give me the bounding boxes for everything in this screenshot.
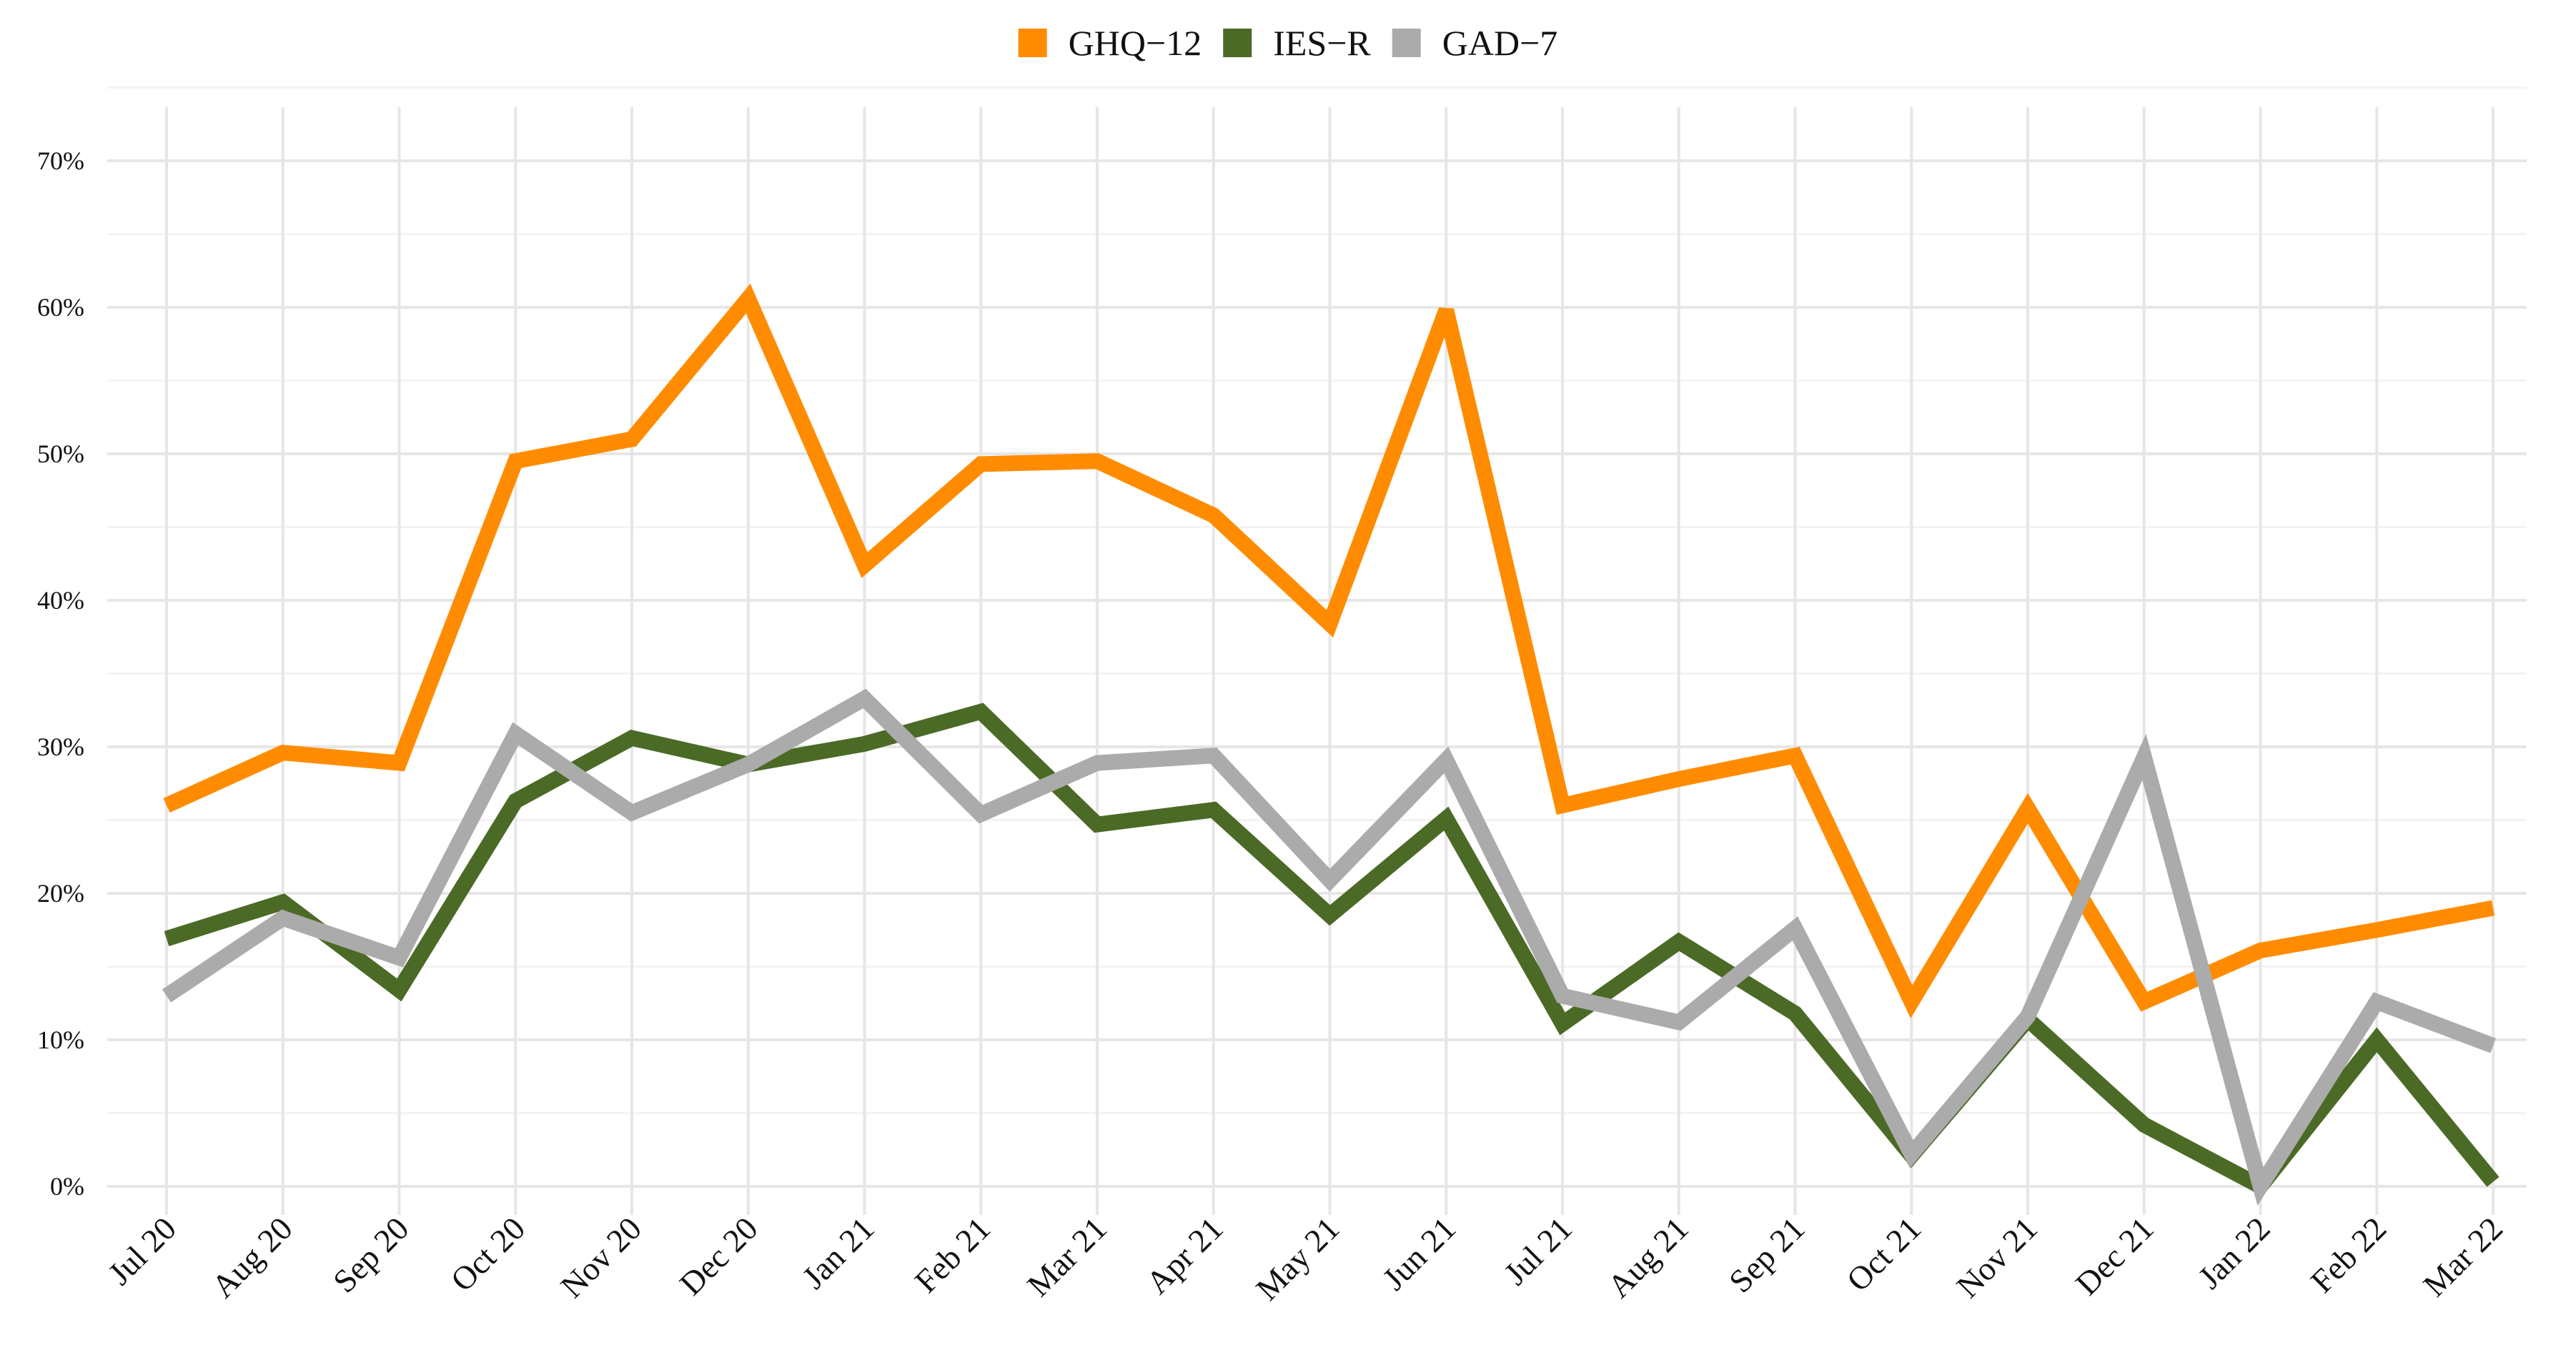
- x-tick-label: Jul 20: [101, 1210, 183, 1292]
- x-tick-label: Sep 20: [326, 1210, 416, 1300]
- y-tick-label: 70%: [37, 147, 84, 175]
- x-tick-label: Feb 21: [908, 1210, 998, 1300]
- y-tick-label: 50%: [37, 440, 84, 468]
- x-tick-label: Nov 20: [553, 1210, 648, 1305]
- y-tick-label: 0%: [50, 1172, 84, 1201]
- y-axis-tick-labels: 0% 10% 20% 30% 40% 50% 60% 70%: [37, 147, 84, 1201]
- y-tick-label: 60%: [37, 293, 84, 322]
- legend-swatch: [1392, 29, 1421, 57]
- x-tick-label: Nov 21: [1949, 1210, 2044, 1305]
- legend-label: GAD−7: [1442, 23, 1558, 63]
- x-tick-label: Jan 22: [2191, 1210, 2277, 1296]
- legend-label: IES−R: [1273, 23, 1371, 63]
- x-tick-label: Sep 21: [1722, 1210, 1812, 1300]
- series-lines: [162, 283, 2500, 1206]
- x-tick-label: Aug 20: [204, 1210, 299, 1305]
- x-axis-tick-labels: Jul 20 Aug 20 Sep 20 Oct 20 Nov 20 Dec 20 Jan …: [101, 1210, 2510, 1307]
- x-tick-label: Oct 20: [444, 1210, 532, 1299]
- x-tick-label: Dec 21: [2069, 1210, 2161, 1302]
- x-tick-label: Dec 20: [673, 1210, 765, 1302]
- y-tick-label: 10%: [37, 1026, 84, 1054]
- grid-major: [107, 107, 2527, 1215]
- y-tick-label: 40%: [37, 586, 84, 615]
- x-tick-label: Aug 21: [1600, 1210, 1695, 1305]
- y-tick-label: 20%: [37, 879, 84, 908]
- x-tick-label: Jan 21: [795, 1210, 881, 1296]
- series-line: [162, 688, 2496, 1206]
- legend-swatch: [1018, 29, 1047, 57]
- legend-swatch: [1223, 29, 1252, 57]
- x-tick-label: Mar 21: [1020, 1210, 1114, 1304]
- series-line: [163, 283, 2495, 1018]
- x-tick-label: May 21: [1249, 1210, 1346, 1307]
- x-tick-label: Mar 22: [2416, 1210, 2510, 1304]
- x-tick-label: Jun 21: [1375, 1210, 1462, 1297]
- x-tick-label: Jul 21: [1497, 1210, 1579, 1292]
- x-tick-label: Feb 22: [2304, 1210, 2394, 1300]
- legend-label: GHQ−12: [1069, 23, 1202, 63]
- series-line: [164, 703, 2500, 1196]
- x-tick-label: Oct 21: [1840, 1210, 1928, 1299]
- legend: GHQ−12 IES−R GAD−7: [1018, 23, 1558, 63]
- x-tick-label: Apr 21: [1139, 1210, 1230, 1301]
- y-tick-label: 30%: [37, 733, 84, 761]
